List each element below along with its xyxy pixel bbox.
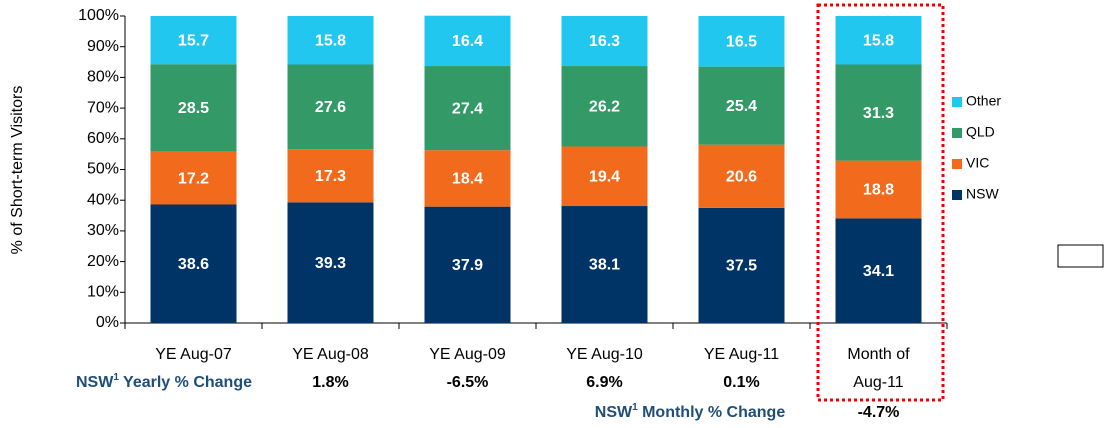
bar-segment	[698, 144, 785, 208]
data-label: 31.3	[863, 105, 894, 122]
note-part: 1	[632, 402, 638, 413]
legend-label: Other	[966, 93, 1001, 109]
data-label: 18.8	[863, 182, 894, 199]
change-value: 0.1%	[723, 374, 759, 391]
note-part: NSW	[76, 374, 114, 391]
bar-segment	[287, 64, 374, 150]
bar-segment	[561, 206, 648, 323]
legend-label: QLD	[966, 124, 995, 140]
x-tick-label: Month of Aug-11	[847, 346, 910, 391]
note-label: NSW1 Yearly % Change	[76, 372, 252, 391]
y-tick-label: 20%	[87, 253, 119, 270]
bar-segment	[561, 146, 648, 207]
data-label: 26.2	[589, 98, 620, 115]
data-label: 25.4	[726, 98, 757, 115]
y-tick-label: 30%	[87, 222, 119, 239]
bar-segment	[424, 66, 511, 151]
bar-segment	[561, 66, 648, 147]
bar-segment	[150, 151, 237, 205]
note-part: Monthly % Change	[638, 404, 786, 421]
legend-swatch	[952, 190, 962, 200]
note-part: 1	[113, 372, 119, 383]
y-tick-label: 100%	[78, 7, 119, 24]
change-value: 1.8%	[312, 374, 348, 391]
data-label: 27.6	[315, 99, 346, 116]
bar-segment	[698, 66, 785, 145]
y-tick-label: 90%	[87, 38, 119, 55]
change-value: -6.5%	[447, 374, 489, 391]
note-part: NSW	[595, 404, 633, 421]
bar-segment	[150, 64, 237, 152]
legend-label: VIC	[966, 155, 989, 171]
y-tick-label: 0%	[96, 314, 119, 331]
x-tick-label: YE Aug-10	[566, 346, 643, 363]
x-tick-label: YE Aug-08	[292, 346, 369, 363]
data-label: 20.6	[726, 168, 757, 185]
change-value: 6.9%	[586, 374, 622, 391]
bar-segment	[835, 218, 922, 323]
note-label: NSW1 Monthly % Change	[595, 402, 786, 421]
data-label: 17.2	[178, 170, 209, 187]
data-label: 37.9	[452, 257, 483, 274]
bar-segment	[287, 16, 374, 65]
data-label: 39.3	[315, 255, 346, 272]
y-tick-label: 60%	[87, 130, 119, 147]
bar-segment	[835, 64, 922, 161]
bar-segment	[835, 160, 922, 219]
data-label: 27.4	[452, 100, 483, 117]
bar-segment	[287, 202, 374, 323]
x-tick-label: YE Aug-11	[704, 346, 779, 363]
bar-segment	[150, 204, 237, 323]
data-label: 28.5	[178, 100, 209, 117]
data-label: 15.7	[178, 32, 209, 49]
bar-segment	[835, 16, 922, 65]
bar-segment	[698, 16, 785, 67]
y-tick-label: 80%	[87, 69, 119, 86]
bar-segment	[698, 207, 785, 323]
note-part: Yearly % Change	[119, 374, 252, 391]
x-tick-label: YE Aug-07	[155, 346, 232, 363]
y-tick-label: 50%	[87, 161, 119, 178]
data-label: 38.6	[178, 256, 209, 273]
legend-swatch	[952, 97, 962, 107]
data-label: 16.4	[452, 33, 483, 50]
bar-segment	[424, 206, 511, 323]
change-value: -4.7%	[858, 404, 900, 421]
x-tick-label: YE Aug-09	[429, 346, 506, 363]
data-label: 16.5	[726, 34, 757, 51]
bar-segment	[424, 15, 511, 67]
empty-box	[1057, 244, 1104, 268]
data-label: 19.4	[589, 168, 620, 185]
data-label: 37.5	[726, 258, 757, 275]
y-tick-label: 10%	[87, 284, 119, 301]
bar-segment	[561, 16, 648, 67]
data-label: 15.8	[315, 32, 346, 49]
y-tick-label: 70%	[87, 99, 119, 116]
bar-segment	[424, 150, 511, 207]
legend-swatch	[952, 128, 962, 138]
bar-segment	[287, 149, 374, 203]
data-label: 16.3	[589, 33, 620, 50]
data-label: 15.8	[863, 32, 894, 49]
legend-swatch	[952, 159, 962, 169]
legend-label: NSW	[966, 186, 999, 202]
data-label: 38.1	[589, 257, 620, 274]
data-label: 17.3	[315, 168, 346, 185]
bar-segment	[150, 16, 237, 65]
highlight-box	[816, 3, 945, 402]
data-label: 34.1	[863, 263, 894, 280]
y-axis-label: % of Short-term Visitors	[9, 86, 26, 255]
y-tick-label: 40%	[87, 191, 119, 208]
data-label: 18.4	[452, 171, 483, 188]
